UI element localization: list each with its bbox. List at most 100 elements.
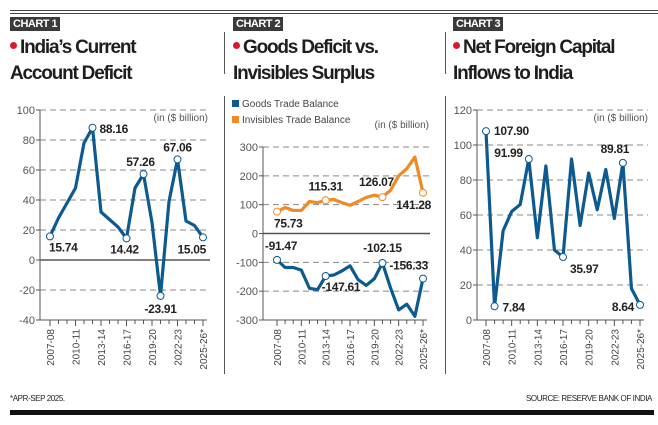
x-tick-label: 2016-17 (559, 329, 570, 366)
chart1-title-line2: Account Deficit (10, 63, 133, 84)
y-tick-label: 20 (23, 225, 35, 237)
x-tick-label: 2010-11 (508, 329, 519, 365)
y-tick-label: 100 (240, 200, 258, 212)
data-point (199, 233, 207, 242)
data-label: 35.97 (570, 262, 599, 276)
data-point (273, 255, 281, 264)
y-tick-label: 20 (460, 280, 472, 292)
x-tick-label: 2016-17 (123, 329, 134, 366)
chart1-title-line1: India’s Current (20, 37, 137, 58)
data-point (88, 123, 97, 132)
x-tick-label: 2025-26* (636, 329, 647, 370)
chart1-badge: CHART 1 (10, 17, 61, 31)
data-point (173, 155, 182, 164)
data-label: 8.64 (612, 300, 635, 314)
unit-label: (in ($ billion) (375, 120, 429, 131)
y-tick-label: 80 (23, 135, 35, 147)
y-tick-label: 0 (252, 229, 258, 241)
chart-1: 100 80 60 40 20 0 -20 -40 2007-08 2010-11 2013-14 2… (17, 105, 210, 370)
data-point (156, 291, 165, 300)
data-label: 75.73 (274, 217, 303, 231)
data-label: 14.42 (110, 242, 139, 256)
legend-label: Goods Trade Balance (242, 99, 339, 110)
data-label: 15.05 (177, 242, 206, 256)
y-tick-label: 40 (460, 245, 472, 257)
x-tick-label: 2022-23 (395, 329, 406, 366)
data-label: 126.07 (359, 175, 395, 189)
data-point (636, 300, 644, 309)
data-point (321, 196, 330, 205)
series-line (275, 258, 425, 318)
footnote: *APR-SEP 2025. (10, 394, 65, 403)
divider (445, 96, 446, 374)
data-label: 88.16 (100, 122, 129, 136)
x-tick-label: 2013-14 (97, 329, 108, 366)
y-tick-label: 200 (240, 171, 258, 183)
bottom-rule (10, 410, 654, 415)
chart2-title-line2: Invisibles Surplus (233, 63, 375, 84)
source-note: SOURCE: RESERVE BANK OF INDIA (525, 394, 652, 403)
data-label: 115.31 (309, 179, 344, 193)
data-point (321, 272, 330, 281)
data-label: -156.33 (389, 259, 428, 273)
bullet-icon (233, 42, 240, 50)
y-tick-label: 0 (29, 255, 35, 267)
x-tick-label: 2010-11 (72, 329, 83, 365)
data-point (273, 207, 281, 216)
bullet-icon (453, 42, 460, 50)
chart1-title: India’s Current Account Deficit (10, 35, 210, 87)
bullet-icon (10, 42, 17, 50)
x-tick-label: 2007-08 (273, 329, 284, 366)
y-tick-label: -300 (236, 315, 258, 327)
data-point (490, 302, 499, 311)
y-tick-label: 120 (454, 105, 472, 117)
y-tick-label: 0 (466, 315, 472, 327)
x-tick-label: 2013-14 (533, 329, 544, 366)
y-tick-label: 60 (460, 210, 472, 222)
x-tick-label: 2022-23 (610, 329, 621, 366)
chart2-title-line1: Goods Deficit vs. (243, 37, 379, 58)
data-point (419, 188, 427, 197)
y-tick-label: 40 (23, 195, 35, 207)
data-label: -23.91 (144, 302, 177, 316)
top-rule (10, 10, 658, 11)
chart3-title: Net Foreign Capital Inflows to India (453, 35, 653, 87)
data-point (524, 155, 533, 164)
data-point (378, 258, 387, 267)
y-tick-label: 80 (460, 175, 472, 187)
data-label: -91.47 (265, 239, 298, 253)
chart2-title: Goods Deficit vs. Invisibles Surplus (233, 35, 433, 87)
data-label: 89.81 (601, 142, 630, 156)
x-tick-label: 2022-23 (174, 329, 185, 366)
x-tick-label: 2019-20 (148, 329, 159, 366)
data-point (378, 193, 387, 202)
chart3-title-line1: Net Foreign Capital (463, 37, 616, 58)
x-tick-label: 2007-08 (482, 329, 493, 366)
x-tick-label: 2019-20 (370, 329, 381, 366)
chart2-badge: CHART 2 (233, 17, 284, 31)
x-tick-label: 2007-08 (46, 329, 57, 366)
divider (224, 32, 225, 74)
data-label: 15.74 (49, 240, 78, 254)
data-point (618, 158, 627, 167)
series-line (276, 155, 425, 214)
data-point (46, 232, 54, 241)
y-tick-label: 100 (17, 105, 35, 117)
unit-label: (in ($ billion) (154, 113, 208, 124)
x-tick-label: 2013-14 (322, 329, 333, 366)
chart3-badge: CHART 3 (453, 17, 504, 31)
divider (445, 32, 446, 74)
x-tick-label: 2025-26* (199, 329, 210, 370)
y-tick-label: -20 (19, 285, 35, 297)
y-tick-label: 300 (240, 142, 258, 154)
data-point (559, 253, 567, 262)
data-label: 7.84 (503, 300, 526, 314)
unit-label: (in ($ billion) (594, 113, 648, 124)
chart3-title-line2: Inflows to India (453, 63, 573, 84)
data-point (122, 234, 131, 243)
data-point (482, 127, 490, 136)
data-label: 107.90 (494, 124, 530, 138)
data-label: 141.28 (396, 198, 432, 212)
